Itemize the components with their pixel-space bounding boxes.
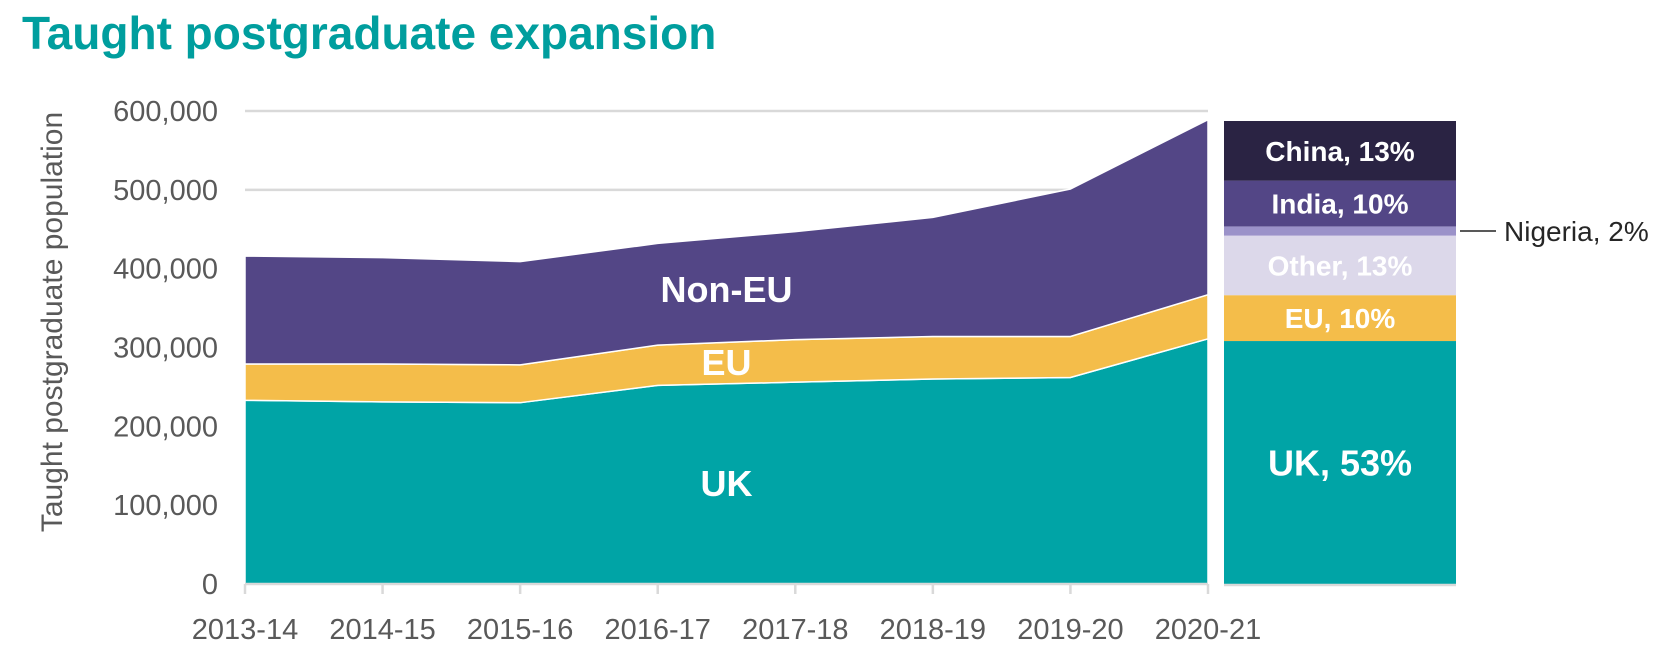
bar-label-other: Other, 13% [1268, 250, 1413, 281]
x-tick-label: 2019-20 [1017, 614, 1123, 646]
bar-label-india: India, 10% [1272, 189, 1409, 220]
bar-label-uk: UK, 53% [1268, 443, 1412, 484]
bar-segment-china [1224, 121, 1456, 181]
x-tick-label: 2014-15 [329, 614, 435, 646]
x-tick-label: 2016-17 [604, 614, 710, 646]
x-tick-label: 2015-16 [467, 614, 573, 646]
x-tick-label: 2013-14 [192, 614, 298, 646]
x-tick-label: 2017-18 [742, 614, 848, 646]
y-tick-label: 500,000 [113, 175, 218, 207]
y-tick-label: 100,000 [113, 490, 218, 522]
y-tick-label: 300,000 [113, 333, 218, 365]
bar-segment-other [1224, 235, 1456, 296]
x-tick-label: 2018-19 [880, 614, 986, 646]
y-axis: 0 100,000 200,000 300,000 400,000 500,000 600,… [113, 96, 218, 601]
bar-segment-nigeria [1224, 226, 1456, 236]
composition-bar: UK, 53% EU, 10% Other, 13% Nigeria, 2% India… [1224, 121, 1649, 587]
y-tick-label: 400,000 [113, 254, 218, 286]
bar-segment-india [1224, 180, 1456, 227]
y-tick-label: 200,000 [113, 411, 218, 443]
area-labels: UK EU Non-EU [661, 269, 793, 504]
y-tick-label: 0 [202, 569, 218, 601]
y-axis-label: Taught postgraduate population [36, 112, 69, 532]
bar-label-eu: EU, 10% [1285, 303, 1396, 334]
bar-segment-eu [1224, 295, 1456, 342]
area-label-uk: UK [701, 463, 753, 504]
area-label-eu: EU [701, 342, 751, 383]
bar-segment-uk [1224, 341, 1456, 584]
bar-label-nigeria: Nigeria, 2% [1504, 216, 1649, 247]
area-label-non-eu: Non-EU [661, 269, 793, 310]
area-non-eu [244, 118, 1209, 366]
x-tick-label: 2020-21 [1155, 614, 1261, 646]
bar-label-china: China, 13% [1265, 136, 1414, 167]
y-tick-label: 600,000 [113, 96, 218, 128]
chart-title: Taught postgraduate expansion [22, 7, 717, 59]
x-axis: 2013-14 2014-15 2015-16 2016-17 2017-18 2018-… [192, 582, 1261, 646]
